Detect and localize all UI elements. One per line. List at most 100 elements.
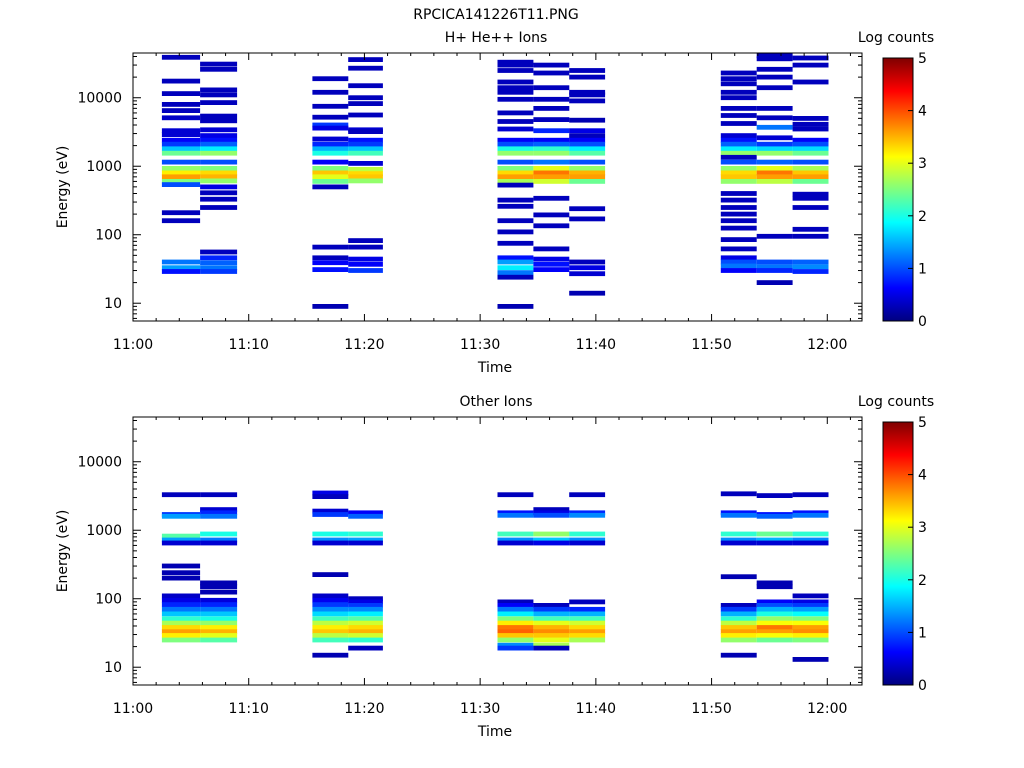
heatmap-cell — [533, 637, 570, 643]
heatmap-cell — [200, 249, 238, 255]
heatmap-cell — [792, 616, 829, 622]
heatmap-cell — [161, 115, 201, 121]
heatmap-cell — [312, 122, 349, 128]
x-tick-label: 11:50 — [691, 701, 731, 717]
heatmap-cell — [720, 255, 757, 261]
heatmap-cell — [161, 150, 201, 156]
heatmap-cell — [569, 141, 606, 147]
heatmap-cell — [348, 65, 383, 71]
heatmap-cell — [569, 159, 606, 165]
heatmap-cell — [200, 127, 238, 133]
heatmap-cell — [200, 606, 238, 612]
heatmap-cell — [497, 645, 534, 651]
heatmap-cell — [569, 170, 606, 176]
heatmap-cell — [348, 83, 383, 89]
colorbar-tick-label: 5 — [918, 51, 927, 67]
heatmap-cell — [497, 270, 534, 275]
heatmap-cell — [569, 510, 606, 516]
heatmap-cell — [756, 66, 793, 72]
heatmap-cells — [161, 490, 829, 662]
heatmap-cell — [720, 174, 757, 180]
colorbar-tick-label: 1 — [918, 625, 927, 641]
x-tick-label: 11:20 — [344, 337, 384, 353]
heatmap-cell — [756, 53, 793, 59]
heatmap-cell — [348, 137, 383, 143]
heatmap-cell — [497, 537, 534, 543]
heatmap-cell — [312, 255, 349, 261]
heatmap-cell — [348, 161, 383, 166]
x-tick-label: 11:20 — [344, 701, 384, 717]
heatmap-cell — [348, 606, 383, 612]
heatmap-cell — [348, 513, 383, 519]
heatmap-cell — [497, 540, 534, 546]
panel-1: 11:00 11:10 11:20 11:30 11:40 11:50 12:00 Time 1… — [55, 30, 934, 376]
heatmap-cell — [348, 625, 383, 630]
colorbar-label: Log counts — [858, 30, 934, 46]
heatmap-cell — [756, 159, 793, 165]
heatmap-cell — [161, 259, 201, 265]
heatmap-cell — [348, 178, 383, 184]
heatmap-cell — [200, 531, 238, 537]
heatmap-cell — [161, 602, 201, 607]
heatmap-cell — [348, 174, 383, 180]
heatmap-cell — [348, 141, 383, 147]
x-axis-label: Time — [477, 724, 512, 740]
x-tick-label: 11:30 — [460, 337, 500, 353]
heatmap-cell — [497, 274, 534, 280]
heatmap-cell — [756, 141, 793, 147]
heatmap-cell — [312, 508, 349, 514]
heatmap-cell — [348, 510, 383, 516]
y-tick-label: 1000 — [86, 523, 122, 539]
heatmap-cell — [533, 267, 570, 272]
heatmap-cell — [161, 269, 201, 274]
heatmap-cell — [497, 512, 534, 518]
y-tick-label: 1000 — [86, 159, 122, 175]
heatmap-cell — [792, 159, 829, 165]
heatmap-cell — [792, 126, 829, 132]
heatmap-cell — [312, 103, 349, 109]
heatmap-cell — [792, 141, 829, 147]
y-axis: 10 100 1000 10000 — [77, 420, 862, 683]
heatmap-cell — [569, 117, 606, 123]
y-axis: 10 100 1000 10000 — [77, 56, 862, 319]
heatmap-cell — [792, 512, 829, 518]
heatmap-cell — [533, 642, 570, 648]
heatmap-cell — [792, 492, 829, 498]
heatmap-cell — [312, 616, 349, 622]
heatmap-cell — [792, 510, 829, 516]
heatmap-cell — [756, 537, 793, 543]
heatmap-cell — [569, 166, 606, 171]
heatmap-cell — [200, 620, 238, 626]
heatmap-cell — [200, 492, 238, 498]
heatmap-cell — [569, 616, 606, 622]
heatmap-cell — [200, 66, 238, 72]
heatmap-cell — [720, 625, 757, 630]
heatmap-cell — [720, 633, 757, 638]
heatmap-cell — [161, 166, 201, 171]
heatmap-cell — [533, 611, 570, 617]
heatmap-cell — [348, 167, 383, 172]
heatmap-cell — [161, 218, 201, 224]
heatmap-cell — [756, 493, 793, 498]
heatmap-cell — [533, 159, 570, 165]
heatmap-cell — [756, 124, 793, 130]
panel-title: H+ He++ Ions — [445, 30, 548, 46]
heatmap-cell — [497, 259, 534, 265]
heatmap-cell — [792, 537, 829, 543]
colorbar-tick-label: 4 — [918, 104, 927, 120]
heatmap-cell — [312, 572, 349, 577]
heatmap-cell — [533, 616, 570, 622]
heatmap-cell — [497, 633, 534, 638]
colorbar-tick-label: 0 — [918, 314, 927, 330]
heatmap-cell — [756, 625, 793, 630]
heatmap-cell — [756, 599, 793, 605]
heatmap-cell — [792, 179, 829, 184]
heatmap-cell — [533, 106, 570, 111]
heatmap-cell — [312, 597, 349, 603]
heatmap-cell — [720, 170, 757, 176]
heatmap-cell — [720, 652, 757, 658]
heatmap-cell — [497, 170, 534, 176]
colorbar-tick-label: 2 — [918, 573, 927, 589]
heatmap-cell — [312, 125, 349, 131]
heatmap-cell — [792, 170, 829, 176]
